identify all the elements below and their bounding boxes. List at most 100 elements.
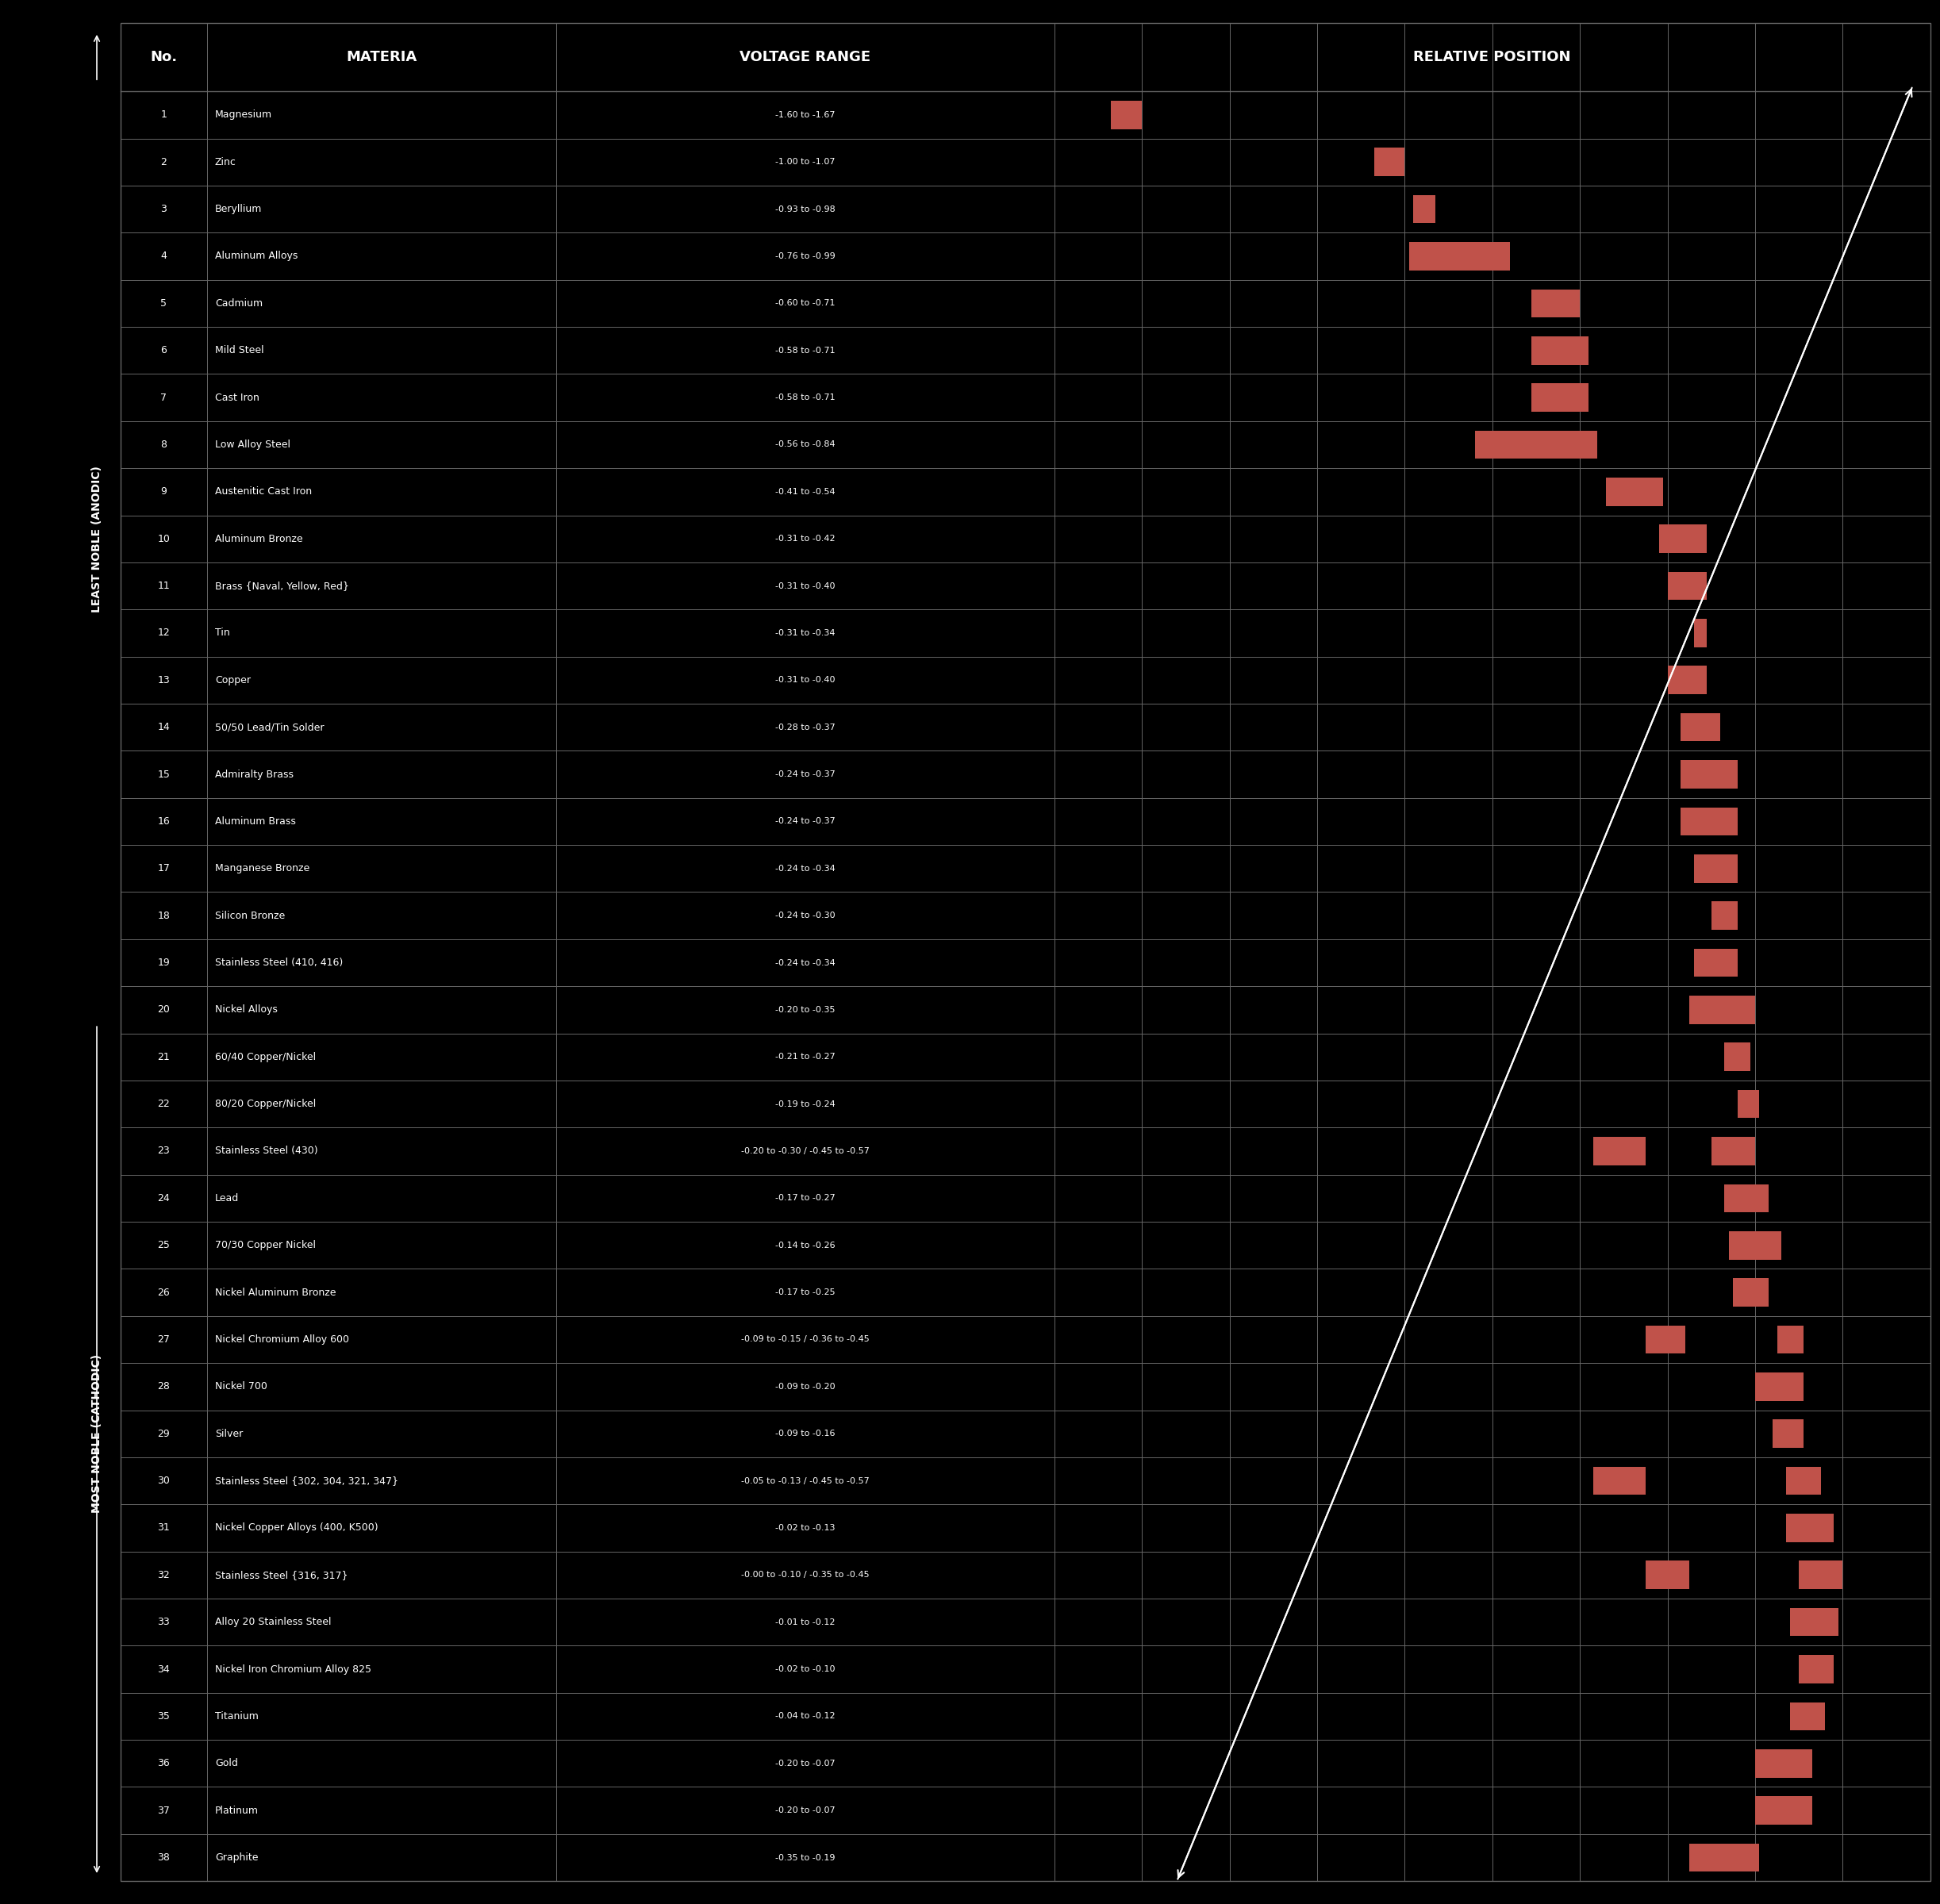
Text: Silicon Bronze: Silicon Bronze [215,910,285,922]
Text: MATERIA: MATERIA [347,50,417,65]
Bar [1694,619,1707,647]
Text: -0.31 to -0.42: -0.31 to -0.42 [776,535,836,543]
Text: -0.00 to -0.10 / -0.35 to -0.45: -0.00 to -0.10 / -0.35 to -0.45 [741,1571,869,1578]
Bar [1680,807,1738,836]
Text: -0.60 to -0.71: -0.60 to -0.71 [776,299,836,307]
Text: 31: 31 [157,1523,171,1533]
Bar [1668,571,1707,600]
Text: 3: 3 [161,204,167,215]
Text: -0.24 to -0.30: -0.24 to -0.30 [776,912,836,920]
Bar [1711,901,1738,929]
Text: MOST NOBLE (CATHODIC): MOST NOBLE (CATHODIC) [91,1354,103,1514]
Bar [1374,149,1405,177]
Bar [1773,1420,1804,1447]
Text: 21: 21 [157,1051,171,1062]
Bar [1680,760,1738,788]
Text: -1.60 to -1.67: -1.60 to -1.67 [776,110,836,118]
Bar [1414,194,1436,223]
Bar [1645,1325,1686,1354]
Bar [1798,1655,1833,1683]
Text: -0.24 to -0.34: -0.24 to -0.34 [776,864,836,872]
Text: Austenitic Cast Iron: Austenitic Cast Iron [215,487,312,497]
Text: 38: 38 [157,1853,171,1862]
Bar [1593,1466,1645,1495]
Bar [1756,1373,1804,1401]
Text: 4: 4 [161,251,167,261]
Text: 23: 23 [157,1146,171,1156]
Bar [1680,714,1721,741]
Text: 12: 12 [157,628,171,638]
Bar [1756,1750,1812,1778]
Text: -0.76 to -0.99: -0.76 to -0.99 [776,251,836,261]
Text: -0.31 to -0.40: -0.31 to -0.40 [776,583,836,590]
Bar [1112,101,1143,129]
Text: Aluminum Bronze: Aluminum Bronze [215,533,303,545]
Text: 36: 36 [157,1757,171,1769]
Text: -0.20 to -0.30 / -0.45 to -0.57: -0.20 to -0.30 / -0.45 to -0.57 [741,1146,869,1156]
Text: Magnesium: Magnesium [215,110,272,120]
Text: 9: 9 [161,487,167,497]
Text: Cast Iron: Cast Iron [215,392,260,402]
Text: 8: 8 [161,440,167,449]
Text: Graphite: Graphite [215,1853,258,1862]
Bar [1690,996,1756,1024]
Text: 1: 1 [161,110,167,120]
Text: Gold: Gold [215,1757,239,1769]
Text: 16: 16 [157,817,171,826]
Text: 29: 29 [157,1428,171,1439]
Text: Titanium: Titanium [215,1712,258,1721]
Text: 7: 7 [161,392,167,402]
Text: -0.14 to -0.26: -0.14 to -0.26 [776,1241,836,1249]
Bar [1533,289,1579,318]
Text: -0.09 to -0.20: -0.09 to -0.20 [776,1382,836,1390]
Text: -0.01 to -0.12: -0.01 to -0.12 [776,1618,836,1626]
Text: Stainless Steel (430): Stainless Steel (430) [215,1146,318,1156]
Text: -0.28 to -0.37: -0.28 to -0.37 [776,724,836,731]
Text: Stainless Steel {302, 304, 321, 347}: Stainless Steel {302, 304, 321, 347} [215,1476,398,1485]
Text: Stainless Steel (410, 416): Stainless Steel (410, 416) [215,958,343,967]
Text: -0.21 to -0.27: -0.21 to -0.27 [776,1053,836,1061]
Text: 34: 34 [157,1664,171,1674]
Text: -0.09 to -0.15 / -0.36 to -0.45: -0.09 to -0.15 / -0.36 to -0.45 [741,1335,869,1344]
Text: -0.20 to -0.07: -0.20 to -0.07 [776,1759,836,1767]
Text: 28: 28 [157,1382,171,1392]
Text: Tin: Tin [215,628,229,638]
Text: -0.20 to -0.35: -0.20 to -0.35 [776,1005,836,1013]
Bar [1593,1137,1645,1165]
Text: Silver: Silver [215,1428,242,1439]
Text: LEAST NOBLE (ANODIC): LEAST NOBLE (ANODIC) [91,465,103,613]
Text: -0.93 to -0.98: -0.93 to -0.98 [776,206,836,213]
Text: 22: 22 [157,1099,171,1110]
Text: No.: No. [149,50,177,65]
Text: -0.24 to -0.37: -0.24 to -0.37 [776,771,836,779]
Text: Brass {Naval, Yellow, Red}: Brass {Naval, Yellow, Red} [215,581,349,590]
Text: 17: 17 [157,863,171,874]
Text: 25: 25 [157,1240,171,1251]
Text: Low Alloy Steel: Low Alloy Steel [215,440,291,449]
Text: 37: 37 [157,1805,171,1816]
Text: -0.20 to -0.07: -0.20 to -0.07 [776,1807,836,1815]
Bar [1533,337,1589,364]
Bar [1738,1089,1760,1118]
Text: Nickel Aluminum Bronze: Nickel Aluminum Bronze [215,1287,336,1297]
Bar [1777,1325,1804,1354]
Bar [1732,1278,1767,1306]
Text: 35: 35 [157,1712,171,1721]
Text: 11: 11 [157,581,171,590]
Text: 30: 30 [157,1476,171,1485]
Bar [1798,1561,1843,1590]
Text: -0.56 to -0.84: -0.56 to -0.84 [776,440,836,449]
Bar [1791,1609,1839,1636]
Text: -0.19 to -0.24: -0.19 to -0.24 [776,1101,836,1108]
Text: -0.41 to -0.54: -0.41 to -0.54 [776,487,836,495]
Text: 15: 15 [157,769,171,779]
Text: Lead: Lead [215,1194,239,1203]
Text: 10: 10 [157,533,171,545]
Text: -0.24 to -0.34: -0.24 to -0.34 [776,960,836,967]
Text: 80/20 Copper/Nickel: 80/20 Copper/Nickel [215,1099,316,1110]
Text: Copper: Copper [215,676,250,685]
Text: 14: 14 [157,722,171,733]
Text: Nickel Iron Chromium Alloy 825: Nickel Iron Chromium Alloy 825 [215,1664,371,1674]
Text: -0.05 to -0.13 / -0.45 to -0.57: -0.05 to -0.13 / -0.45 to -0.57 [741,1478,869,1485]
Text: 18: 18 [157,910,171,922]
